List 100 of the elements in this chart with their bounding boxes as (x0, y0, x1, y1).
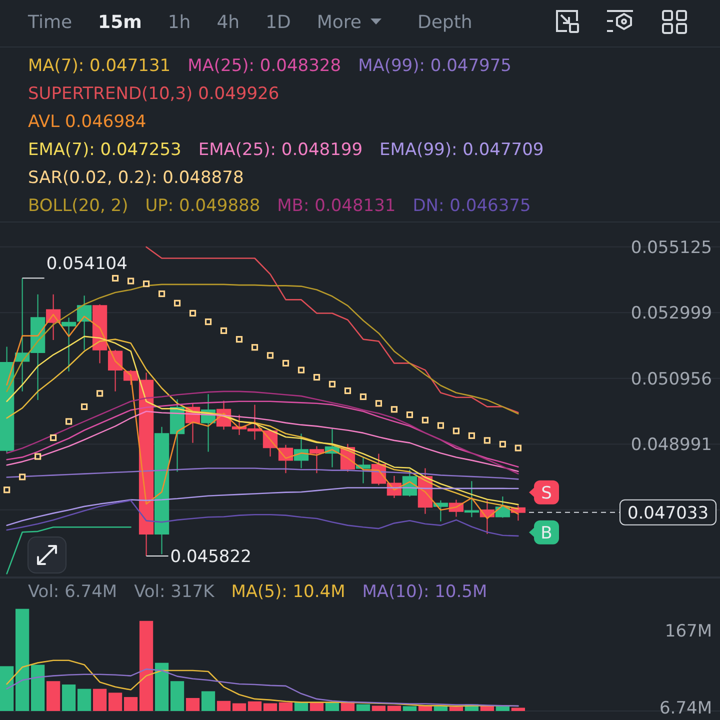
candlestick (30, 294, 46, 401)
point (127, 278, 134, 284)
y-tick-label: 0.055125 (630, 238, 712, 258)
point (266, 352, 274, 359)
text: 1D (266, 12, 291, 33)
bar (402, 706, 417, 711)
point (328, 380, 336, 388)
bar (372, 706, 386, 711)
annotation: 0.054104 (46, 254, 128, 274)
point (189, 310, 196, 317)
bar (449, 706, 464, 711)
line-series (6, 410, 519, 472)
text: MA(10): 10.5M (362, 582, 488, 602)
candlestick (356, 457, 371, 484)
bar (434, 706, 448, 711)
point (4, 486, 10, 494)
bar (108, 692, 122, 711)
text: SUPERTREND(10,3) 0.049926 (28, 84, 280, 104)
point (236, 336, 243, 343)
point (514, 444, 522, 452)
point (499, 440, 506, 448)
bar (496, 706, 510, 711)
text: EMA(25): 0.048199 (198, 140, 363, 160)
text: EMA(7): 0.047253 (28, 140, 182, 160)
y-tick-label: 0.052999 (630, 304, 712, 324)
bar (46, 681, 60, 711)
annotation: 0.045822 (170, 546, 252, 567)
bar (62, 684, 76, 711)
bar (356, 704, 370, 711)
line-series (146, 246, 519, 414)
bar (170, 681, 184, 711)
text: BOLL(20, 2) (28, 196, 128, 216)
text: 1h (168, 12, 191, 33)
point (282, 360, 290, 367)
bar (511, 708, 525, 711)
text: MA(99): 0.047975 (358, 56, 512, 76)
text: S (541, 483, 552, 504)
bar (232, 703, 246, 711)
candlestick (433, 500, 448, 522)
bar (186, 698, 200, 711)
bar (15, 608, 30, 711)
candlestick (76, 295, 92, 350)
point (360, 393, 367, 400)
ref-line-label: 0.047033 (627, 503, 709, 524)
candlestick (14, 278, 30, 392)
text: MA(5): 10.4M (231, 582, 346, 602)
point (50, 434, 57, 442)
point (298, 366, 305, 374)
point (158, 290, 166, 298)
line-series (6, 500, 519, 537)
text: DN: 0.046375 (412, 196, 531, 216)
text: MA(25): 0.048328 (188, 56, 342, 76)
point (112, 274, 119, 282)
bar (154, 662, 169, 711)
text: AVL 0.046984 (28, 112, 146, 132)
bar (124, 697, 138, 711)
point (313, 374, 320, 381)
point (422, 416, 429, 424)
point (220, 327, 228, 334)
bar (294, 702, 308, 711)
bar (139, 620, 154, 711)
point (174, 300, 181, 306)
point (344, 387, 352, 394)
y-tick-label: 0.048991 (630, 435, 712, 456)
text: EMA(99): 0.047709 (380, 140, 544, 160)
candlestick (0, 346, 14, 454)
point (390, 406, 398, 413)
text: MB: 0.048131 (277, 196, 396, 216)
candlestick (108, 349, 123, 392)
y-tick-label: 6.74M (659, 698, 712, 719)
text: UP: 0.049888 (145, 196, 260, 216)
point (66, 418, 72, 425)
bar (278, 702, 293, 711)
line-series (6, 468, 519, 480)
bar (30, 664, 45, 711)
bar (248, 701, 262, 711)
point (437, 422, 444, 429)
point (406, 411, 414, 418)
point (468, 432, 475, 439)
point (375, 400, 382, 407)
bar (325, 702, 340, 711)
line-series (6, 400, 519, 468)
y-tick-label: 0.050956 (630, 369, 712, 390)
text: MA(7): 0.047131 (28, 56, 171, 76)
point (484, 437, 490, 444)
point (81, 403, 88, 410)
text: SAR(0.02, 0.2): 0.048878 (28, 168, 244, 188)
bar (92, 688, 107, 711)
point (251, 344, 258, 351)
point (19, 474, 26, 480)
point (96, 390, 104, 397)
candlestick (464, 480, 480, 518)
line-series (6, 487, 519, 526)
bar (263, 703, 278, 711)
point (452, 428, 460, 434)
point (142, 280, 150, 288)
series-label: Vol: 6.74M (28, 582, 118, 602)
line-series (6, 390, 519, 474)
y-tick-label: 167M (664, 621, 712, 642)
bar (77, 688, 92, 711)
